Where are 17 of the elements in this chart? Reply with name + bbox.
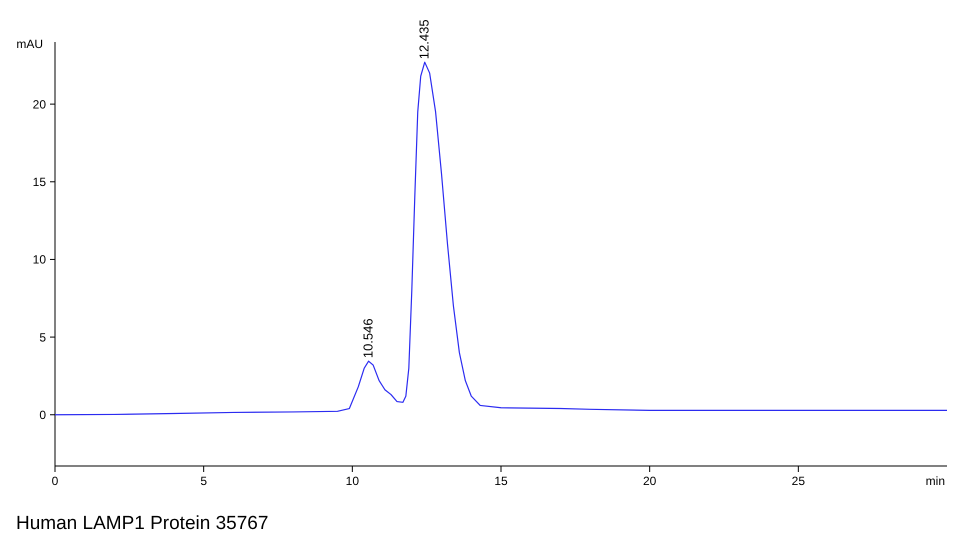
- y-tick-label: 10: [32, 252, 46, 267]
- x-tick-label: 10: [346, 474, 360, 488]
- x-tick-label: 0: [52, 474, 59, 488]
- annotation: 10.546: [360, 318, 376, 358]
- y-tick-label: 0: [39, 408, 46, 422]
- text: Human LAMP1 Protein 35767: [16, 513, 268, 534]
- line-series: [54, 62, 948, 416]
- y-axis-title: mAU: [16, 37, 43, 51]
- x-tick-label: 20: [642, 474, 657, 488]
- x-tick-label: 5: [200, 474, 208, 488]
- annotation: 12.435: [416, 19, 432, 60]
- y-tick-label: 15: [32, 174, 46, 189]
- y-tick-label: 20: [32, 97, 46, 112]
- x-tick-label: 15: [494, 474, 508, 488]
- x-tick-label: 25: [792, 474, 806, 488]
- y-tick-label: 5: [39, 330, 46, 344]
- x-axis-title: min: [926, 474, 945, 488]
